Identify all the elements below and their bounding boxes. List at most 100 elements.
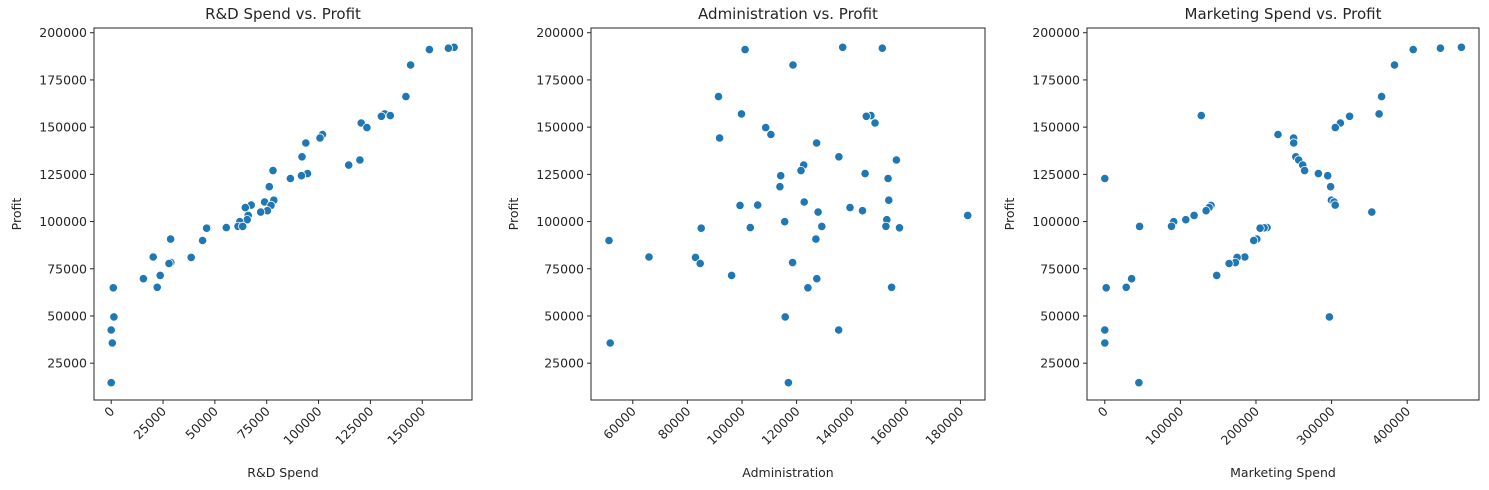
y-tick-label: 125000: [536, 167, 584, 182]
x-tick-label: 25000: [130, 403, 169, 442]
x-tick-label: 120000: [758, 403, 802, 447]
data-point: [1201, 206, 1211, 216]
x-tick-label: 100000: [704, 403, 748, 447]
y-tick-label: 100000: [536, 214, 584, 229]
data-point: [1224, 258, 1234, 269]
data-point: [1166, 221, 1177, 231]
data-point: [221, 223, 231, 233]
data-point: [845, 203, 855, 213]
x-tick-label: 75000: [234, 403, 273, 442]
data-point: [881, 221, 891, 231]
x-axis-label: R&D Spend: [247, 465, 318, 480]
data-point: [238, 221, 248, 231]
data-point: [1323, 171, 1333, 181]
data-point: [834, 325, 844, 335]
data-point: [264, 182, 274, 192]
data-point: [424, 44, 434, 55]
data-point: [1273, 129, 1283, 140]
y-tick-label: 150000: [1032, 120, 1080, 135]
data-point: [796, 166, 806, 176]
plot-frame: [1086, 27, 1480, 401]
data-point: [296, 171, 307, 181]
y-tick-label: 200000: [1032, 25, 1080, 40]
data-point: [285, 173, 295, 184]
y-tick-label: 100000: [1032, 214, 1080, 229]
data-point: [1100, 325, 1110, 335]
data-point: [787, 257, 798, 268]
y-axis-label: Profit: [1002, 198, 1017, 231]
y-tick-label: 175000: [39, 72, 87, 87]
data-point: [240, 203, 250, 213]
data-point: [1345, 111, 1355, 121]
data-point: [861, 111, 871, 121]
data-point: [1300, 166, 1310, 176]
data-point: [775, 182, 785, 192]
y-tick-label: 175000: [1032, 72, 1080, 87]
data-point: [1212, 270, 1222, 280]
data-point: [776, 171, 786, 181]
data-point: [886, 282, 897, 292]
data-point: [780, 217, 790, 227]
chart-title: Marketing Spend vs. Profit: [1185, 5, 1382, 23]
data-point: [148, 252, 158, 262]
plot-frame: [93, 27, 473, 401]
y-tick-label: 50000: [47, 308, 87, 323]
data-point: [108, 283, 118, 293]
x-axis-label: Marketing Spend: [1230, 465, 1336, 480]
data-point: [1330, 200, 1340, 210]
x-tick-label: 50000: [182, 403, 221, 442]
data-point: [1408, 44, 1418, 55]
scatter-panel-administration: Administration vs. Profit 25000 50000 75000…: [506, 5, 986, 480]
data-point: [1330, 123, 1340, 133]
data-point: [1121, 282, 1131, 292]
data-point: [1100, 338, 1110, 348]
data-point: [1181, 215, 1191, 225]
data-point: [714, 133, 725, 143]
x-tick-label: 0: [101, 403, 117, 419]
data-point: [1249, 235, 1259, 246]
data-point: [838, 42, 848, 52]
data-point: [198, 235, 208, 246]
data-point: [740, 44, 750, 55]
y-tick-label: 75000: [47, 261, 87, 276]
data-point: [301, 138, 311, 148]
data-point: [605, 338, 615, 348]
x-tick-label: 140000: [813, 403, 857, 447]
data-point: [799, 197, 809, 207]
data-point: [362, 123, 372, 133]
data-point: [783, 378, 794, 388]
y-tick-label: 75000: [544, 261, 584, 276]
data-point: [297, 152, 307, 162]
data-point: [385, 111, 395, 121]
data-point: [107, 338, 117, 348]
data-point: [780, 312, 790, 322]
data-point: [1255, 223, 1265, 233]
scatter-panel-rd-spend: R&D Spend vs. Profit25000500007500010000…: [9, 5, 473, 480]
y-tick-label: 100000: [39, 214, 87, 229]
data-point: [753, 200, 763, 210]
data-point: [1196, 111, 1206, 121]
data-point: [106, 325, 116, 335]
data-point: [344, 160, 354, 170]
data-point: [857, 206, 868, 216]
y-tick-label: 200000: [536, 25, 584, 40]
data-point: [604, 235, 614, 246]
data-point: [401, 92, 411, 102]
x-tick-label: 150000: [384, 403, 428, 447]
data-point: [315, 133, 325, 143]
y-tick-label: 25000: [47, 356, 87, 371]
data-point: [1289, 138, 1299, 148]
data-point: [870, 118, 880, 128]
data-point: [963, 210, 973, 220]
data-point: [644, 252, 654, 262]
scatter-panel-marketing-spend: Marketing Spend vs. Profit 25000 50000 7500…: [1002, 5, 1480, 480]
data-point: [405, 60, 416, 70]
data-point: [1189, 210, 1199, 220]
y-tick-label: 50000: [1040, 308, 1080, 323]
data-point: [186, 252, 196, 262]
x-tick-label: 0: [1095, 403, 1111, 419]
data-point: [138, 274, 148, 284]
data-point: [761, 123, 771, 133]
x-tick-label: 400000: [1369, 403, 1413, 447]
data-point: [1324, 312, 1335, 322]
